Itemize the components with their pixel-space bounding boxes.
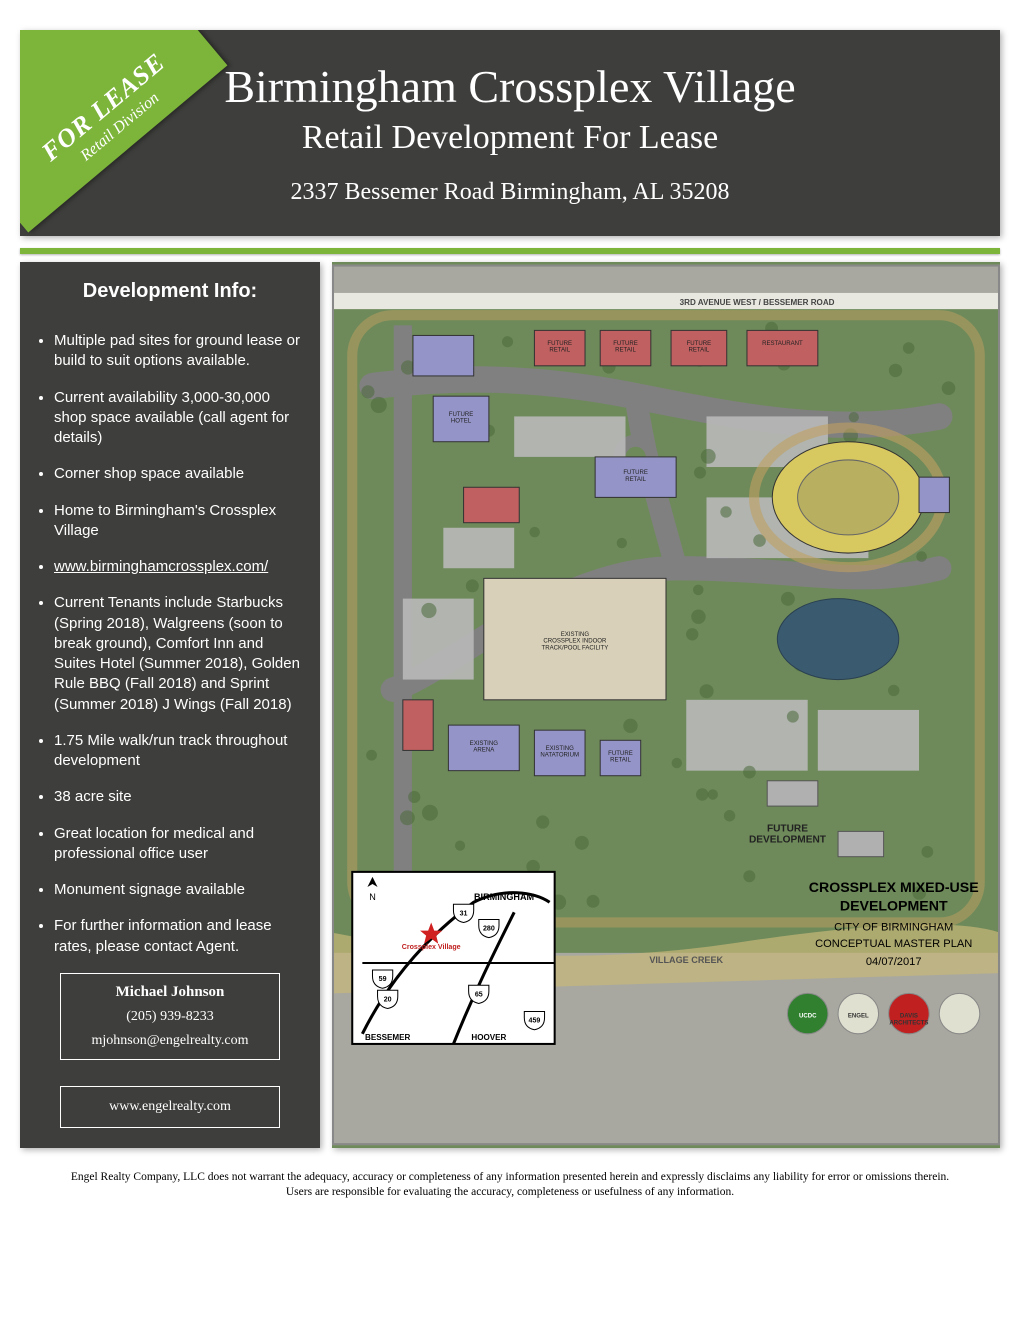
bullet-item: www.birminghamcrossplex.com/ bbox=[54, 557, 306, 577]
bullet-item: 38 acre site bbox=[54, 787, 306, 807]
svg-text:EXISTING: EXISTING bbox=[470, 741, 499, 747]
svg-text:UCDC: UCDC bbox=[799, 1014, 817, 1020]
svg-text:N: N bbox=[369, 892, 376, 902]
website-box[interactable]: www.engelrealty.com bbox=[60, 1086, 280, 1128]
svg-text:RETAIL: RETAIL bbox=[625, 477, 646, 483]
svg-text:DEVELOPMENT: DEVELOPMENT bbox=[840, 898, 948, 914]
svg-text:EXISTING: EXISTING bbox=[561, 632, 590, 638]
svg-text:RETAIL: RETAIL bbox=[549, 348, 570, 354]
bullet-list: Multiple pad sites for ground lease or b… bbox=[34, 331, 306, 957]
svg-text:65: 65 bbox=[475, 990, 483, 998]
svg-text:FUTURE: FUTURE bbox=[608, 751, 633, 757]
flyer-page: FOR LEASE Retail Division Birmingham Cro… bbox=[0, 0, 1020, 1211]
header-block: FOR LEASE Retail Division Birmingham Cro… bbox=[20, 30, 1000, 236]
svg-text:FUTURE: FUTURE bbox=[623, 470, 648, 476]
contact-box: Michael Johnson (205) 939-8233 mjohnson@… bbox=[60, 973, 280, 1060]
svg-text:CROSSPLEX MIXED-USE: CROSSPLEX MIXED-USE bbox=[809, 880, 979, 896]
content-row: Development Info: Multiple pad sites for… bbox=[20, 262, 1000, 1148]
svg-text:FUTURE: FUTURE bbox=[449, 412, 474, 418]
bullet-item: 1.75 Mile walk/run track throughout deve… bbox=[54, 731, 306, 772]
svg-text:DAVIS: DAVIS bbox=[900, 1014, 918, 1020]
svg-text:31: 31 bbox=[460, 909, 468, 917]
sidebar-heading: Development Info: bbox=[34, 280, 306, 303]
svg-text:FUTURE: FUTURE bbox=[687, 341, 712, 347]
bullet-item: Home to Birmingham's Crossplex Village bbox=[54, 501, 306, 542]
page-subtitle: Retail Development For Lease bbox=[40, 119, 980, 157]
property-address: 2337 Bessemer Road Birmingham, AL 35208 bbox=[40, 179, 980, 206]
svg-text:VILLAGE CREEK: VILLAGE CREEK bbox=[649, 955, 723, 965]
svg-text:RETAIL: RETAIL bbox=[689, 348, 710, 354]
svg-text:FUTURE: FUTURE bbox=[547, 341, 572, 347]
agent-email[interactable]: mjohnson@engelrealty.com bbox=[67, 1033, 273, 1049]
svg-text:TRACK/POOL FACILITY: TRACK/POOL FACILITY bbox=[541, 645, 608, 651]
agent-name: Michael Johnson bbox=[67, 984, 273, 1001]
svg-text:CONCEPTUAL MASTER PLAN: CONCEPTUAL MASTER PLAN bbox=[815, 938, 972, 950]
svg-text:ARCHITECTS: ARCHITECTS bbox=[889, 1020, 928, 1026]
disclaimer-line-1: Engel Realty Company, LLC does not warra… bbox=[60, 1170, 960, 1186]
svg-text:RESTAURANT: RESTAURANT bbox=[762, 341, 803, 347]
bullet-item: Multiple pad sites for ground lease or b… bbox=[54, 331, 306, 372]
bullet-item: Current Tenants include Starbucks (Sprin… bbox=[54, 593, 306, 715]
info-sidebar: Development Info: Multiple pad sites for… bbox=[20, 262, 320, 1148]
siteplan-panel: 3RD AVENUE WEST / BESSEMER ROADFUTUREHOT… bbox=[332, 262, 1000, 1148]
svg-text:3RD AVENUE WEST / BESSEMER ROA: 3RD AVENUE WEST / BESSEMER ROAD bbox=[680, 298, 835, 307]
siteplan-svg: 3RD AVENUE WEST / BESSEMER ROADFUTUREHOT… bbox=[332, 262, 1000, 1148]
svg-text:04/07/2017: 04/07/2017 bbox=[866, 956, 922, 968]
svg-text:BESSEMER: BESSEMER bbox=[365, 1033, 411, 1042]
svg-text:HOTEL: HOTEL bbox=[451, 419, 472, 425]
bullet-item: Corner shop space available bbox=[54, 464, 306, 484]
svg-text:CITY OF BIRMINGHAM: CITY OF BIRMINGHAM bbox=[834, 922, 953, 934]
bullet-item: For further information and lease rates,… bbox=[54, 916, 306, 957]
svg-text:RETAIL: RETAIL bbox=[615, 348, 636, 354]
disclaimer-line-2: Users are responsible for evaluating the… bbox=[60, 1185, 960, 1201]
agent-phone[interactable]: (205) 939-8233 bbox=[67, 1009, 273, 1025]
svg-text:CROSSPLEX INDOOR: CROSSPLEX INDOOR bbox=[543, 639, 607, 645]
svg-text:59: 59 bbox=[379, 975, 387, 983]
disclaimer: Engel Realty Company, LLC does not warra… bbox=[20, 1170, 1000, 1201]
crossplex-link[interactable]: www.birminghamcrossplex.com/ bbox=[54, 558, 268, 575]
svg-text:RETAIL: RETAIL bbox=[610, 758, 631, 764]
accent-rule bbox=[20, 248, 1000, 254]
svg-text:459: 459 bbox=[529, 1017, 541, 1025]
svg-text:ENGEL: ENGEL bbox=[848, 1014, 869, 1020]
bullet-item: Current availability 3,000-30,000 shop s… bbox=[54, 388, 306, 449]
svg-text:DEVELOPMENT: DEVELOPMENT bbox=[749, 835, 827, 846]
website-url: www.engelrealty.com bbox=[109, 1099, 231, 1114]
svg-text:20: 20 bbox=[384, 995, 392, 1003]
svg-text:FUTURE: FUTURE bbox=[613, 341, 638, 347]
svg-text:280: 280 bbox=[483, 925, 495, 933]
svg-text:EXISTING: EXISTING bbox=[546, 746, 575, 752]
svg-text:FUTURE: FUTURE bbox=[767, 823, 808, 834]
bullet-item: Great location for medical and professio… bbox=[54, 824, 306, 865]
svg-text:ARENA: ARENA bbox=[473, 748, 495, 754]
bullet-item: Monument signage available bbox=[54, 880, 306, 900]
svg-text:Crossplex Village: Crossplex Village bbox=[402, 943, 461, 951]
svg-text:HOOVER: HOOVER bbox=[471, 1033, 506, 1042]
svg-text:NATATORIUM: NATATORIUM bbox=[540, 753, 579, 759]
svg-text:BIRMINGHAM: BIRMINGHAM bbox=[474, 892, 534, 902]
